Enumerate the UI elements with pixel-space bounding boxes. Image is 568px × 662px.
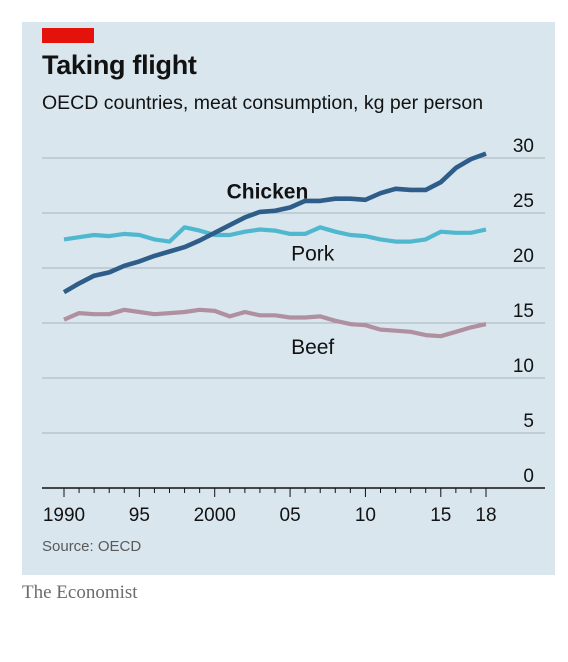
y-tick-label: 15 bbox=[513, 301, 534, 322]
x-tick-label: 05 bbox=[280, 505, 301, 526]
gridlines bbox=[42, 157, 545, 434]
source-note: Source: OECD bbox=[42, 538, 142, 555]
y-tick-labels: 0 5 10 15 20 25 30 bbox=[513, 136, 534, 487]
brand-red-tag bbox=[42, 28, 94, 43]
y-tick-label: 10 bbox=[513, 356, 534, 377]
series-label-beef: Beef bbox=[291, 336, 334, 359]
y-tick-label: 0 bbox=[523, 466, 534, 487]
chart-subtitle: OECD countries, meat consumption, kg per… bbox=[42, 92, 484, 114]
series-label-pork: Pork bbox=[291, 242, 335, 265]
publisher-brand: The Economist bbox=[22, 582, 138, 603]
y-tick-label: 5 bbox=[523, 411, 534, 432]
y-tick-label: 20 bbox=[513, 246, 534, 267]
x-tick-label: 1990 bbox=[43, 505, 85, 526]
chart-title: Taking flight bbox=[42, 50, 197, 80]
y-tick-label: 30 bbox=[513, 136, 534, 157]
chart-panel: Taking flight OECD countries, meat consu… bbox=[22, 22, 555, 575]
y-tick-label: 25 bbox=[513, 191, 534, 212]
x-tick-label: 2000 bbox=[194, 505, 236, 526]
series-line-beef bbox=[63, 307, 487, 339]
series-line-pork bbox=[63, 225, 487, 244]
x-tick-label: 18 bbox=[475, 505, 496, 526]
series-labels: Chicken Pork Beef bbox=[227, 181, 335, 359]
series-label-chicken: Chicken bbox=[227, 181, 309, 204]
series-lines bbox=[62, 151, 487, 339]
x-tick-label: 95 bbox=[129, 505, 150, 526]
x-tick-label: 15 bbox=[430, 505, 451, 526]
series-line-chicken bbox=[62, 151, 487, 295]
x-axis: 1990 95 2000 05 10 15 18 bbox=[42, 487, 545, 526]
x-tick-label: 10 bbox=[355, 505, 376, 526]
